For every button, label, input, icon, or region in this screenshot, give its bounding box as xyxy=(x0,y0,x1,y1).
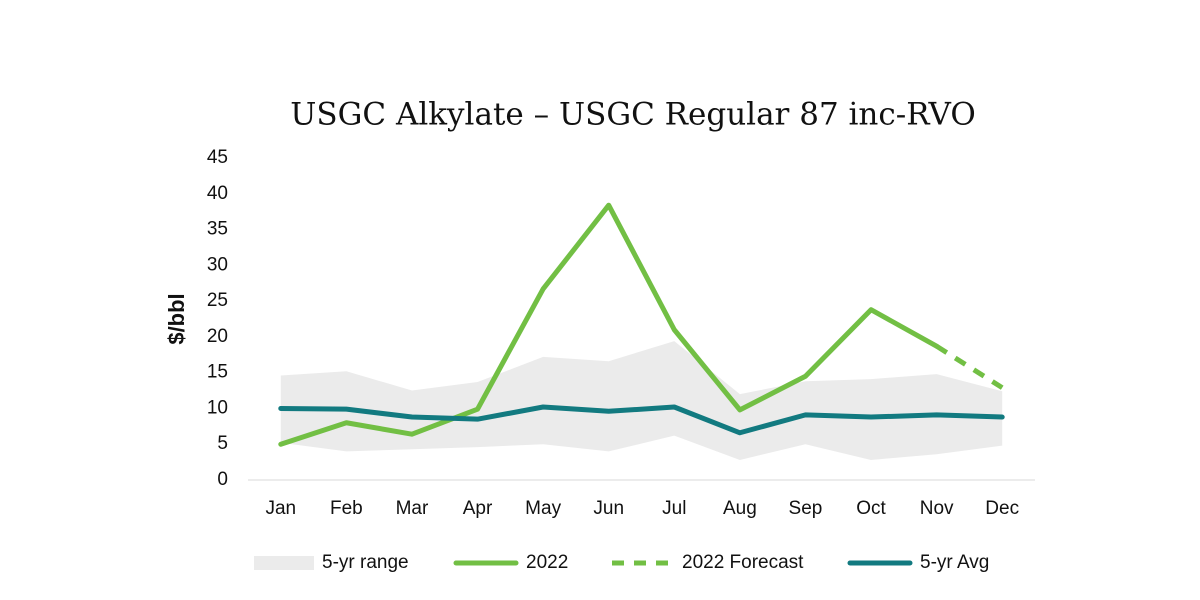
y-tick-label: 15 xyxy=(207,362,228,383)
x-tick-label: Jun xyxy=(593,498,624,519)
series-line xyxy=(278,404,1005,436)
legend-swatch xyxy=(254,556,314,570)
x-tick-label: Aug xyxy=(723,498,757,519)
x-tick-label: Sep xyxy=(789,498,823,519)
y-axis-label: $/bbl xyxy=(164,293,189,344)
legend-label: 5-yr Avg xyxy=(920,552,989,573)
x-tick-label: Jul xyxy=(662,498,686,519)
x-tick-label: Jan xyxy=(265,498,296,519)
x-tick-label: Dec xyxy=(985,498,1019,519)
y-tick-label: 35 xyxy=(207,219,228,240)
y-tick-label: 45 xyxy=(207,147,228,168)
chart-title: USGC Alkylate – USGC Regular 87 inc-RVO xyxy=(290,97,975,133)
x-tick-label: Apr xyxy=(463,498,493,519)
y-tick-label: 20 xyxy=(207,326,228,347)
x-tick-label: Mar xyxy=(396,498,429,519)
series-line xyxy=(278,202,940,447)
legend-label: 2022 Forecast xyxy=(682,552,804,573)
legend-label: 2022 xyxy=(526,552,568,573)
x-tick-label: Feb xyxy=(330,498,363,519)
range-band xyxy=(280,341,1003,460)
y-tick-label: 0 xyxy=(217,469,228,490)
x-tick-label: Oct xyxy=(856,498,886,519)
y-tick-label: 40 xyxy=(207,183,228,204)
y-tick-label: 5 xyxy=(217,433,228,454)
x-tick-label: May xyxy=(525,498,561,519)
y-tick-label: 25 xyxy=(207,290,228,311)
y-tick-label: 30 xyxy=(207,254,228,275)
x-tick-label: Nov xyxy=(920,498,954,519)
y-tick-label: 10 xyxy=(207,397,228,418)
legend-label: 5-yr range xyxy=(322,552,409,573)
